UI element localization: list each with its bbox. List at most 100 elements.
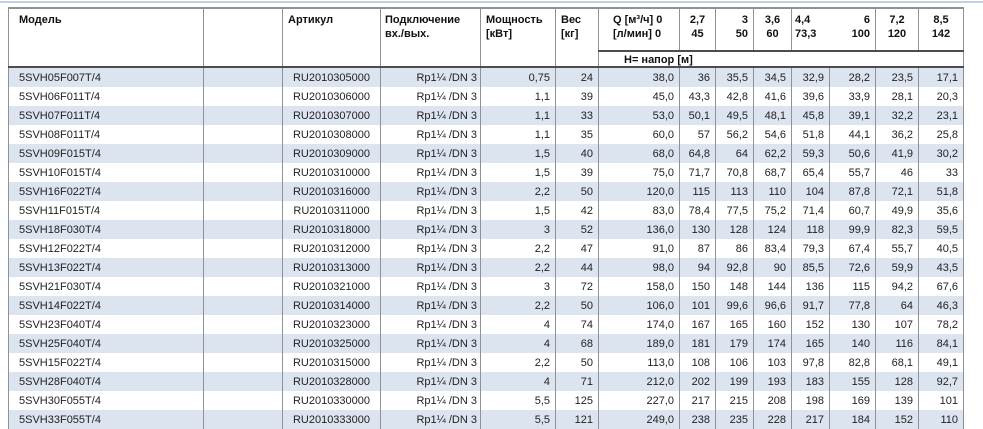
head-cell: 43,5 bbox=[918, 258, 964, 277]
head-cell: 55,7 bbox=[829, 163, 876, 182]
model-cell: 5SVH18F030T/4 bbox=[8, 220, 204, 239]
spacer-cell bbox=[203, 67, 283, 87]
power-cell: 2,2 bbox=[480, 258, 556, 277]
article-cell: RU2010313000 bbox=[282, 258, 381, 277]
head-cell: 152 bbox=[791, 315, 830, 334]
head-cell: 198 bbox=[791, 391, 830, 410]
head-cell: 184 bbox=[829, 410, 876, 429]
q-header-line1: Q [м³/ч] 0 bbox=[613, 14, 663, 26]
flow-lmin: 142 bbox=[931, 28, 951, 40]
power-cell: 1,5 bbox=[480, 163, 556, 182]
power-header-line1: Мощность bbox=[486, 14, 543, 26]
head-cell: 45,8 bbox=[791, 106, 830, 125]
head-cell: 77,8 bbox=[829, 296, 876, 315]
power-cell: 3 bbox=[480, 220, 556, 239]
head-cell: 77,5 bbox=[715, 201, 754, 220]
head-cell: 28,2 bbox=[829, 67, 876, 87]
head-cell: 71,4 bbox=[791, 201, 830, 220]
pump-spec-table: Модель Артикул Подключение вх./вых. Мощн… bbox=[8, 7, 964, 429]
table-row: 5SVH25F040T/4 RU2010325000 Rp1¼ /DN 3 4 … bbox=[8, 334, 964, 353]
table-row: 5SVH11F015T/4 RU2010311000 Rp1¼ /DN 3 1,… bbox=[8, 201, 964, 220]
head-cell: 57 bbox=[679, 125, 716, 144]
connection-header-line1: Подключение bbox=[385, 14, 461, 26]
head-cell: 160 bbox=[753, 315, 792, 334]
flow-m3h: 3,6 bbox=[764, 14, 781, 26]
spacer-cell bbox=[203, 163, 283, 182]
head-cell: 50,6 bbox=[829, 144, 876, 163]
model-cell: 5SVH16F022T/4 bbox=[8, 182, 204, 201]
head-cell: 28,1 bbox=[875, 87, 919, 106]
spacer-cell bbox=[203, 201, 283, 220]
weight-cell: 33 bbox=[555, 106, 599, 125]
head-cell: 94 bbox=[679, 258, 716, 277]
weight-header-line1: Вес bbox=[561, 14, 582, 26]
article-cell: RU2010310000 bbox=[282, 163, 381, 182]
head-cell: 181 bbox=[679, 334, 716, 353]
q-header-line2: [л/мин] 0 bbox=[613, 28, 662, 40]
spacer-cell bbox=[203, 239, 283, 258]
col-header-flow-5: 6 100 bbox=[829, 8, 876, 52]
head-q0-cell: 136,0 bbox=[598, 220, 680, 239]
head-cell: 90 bbox=[753, 258, 792, 277]
head-cell: 94,2 bbox=[875, 277, 919, 296]
model-cell: 5SVH05F007T/4 bbox=[8, 67, 204, 87]
model-cell: 5SVH09F015T/4 bbox=[8, 144, 204, 163]
head-cell: 199 bbox=[715, 372, 754, 391]
head-cell: 193 bbox=[753, 372, 792, 391]
table-row: 5SVH10F015T/4 RU2010310000 Rp1¼ /DN 3 1,… bbox=[8, 163, 964, 182]
col-header-flow-1: 2,7 45 bbox=[679, 8, 716, 52]
col-header-flow-7: 8,5 142 bbox=[918, 8, 964, 52]
head-cell: 124 bbox=[753, 220, 792, 239]
table-body: 5SVH05F007T/4 RU2010305000 Rp1¼ /DN 3 0,… bbox=[8, 67, 964, 429]
table-row: 5SVH13F022T/4 RU2010313000 Rp1¼ /DN 3 2,… bbox=[8, 258, 964, 277]
spacer-cell bbox=[203, 106, 283, 125]
head-cell: 208 bbox=[753, 391, 792, 410]
weight-cell: 121 bbox=[555, 410, 599, 429]
head-cell: 202 bbox=[679, 372, 716, 391]
head-cell: 30,2 bbox=[918, 144, 964, 163]
head-cell: 96,6 bbox=[753, 296, 792, 315]
article-cell: RU2010316000 bbox=[282, 182, 381, 201]
flow-lmin: 120 bbox=[887, 28, 907, 40]
power-header-line2: [кВт] bbox=[486, 28, 513, 40]
article-cell: RU2010305000 bbox=[282, 67, 381, 87]
flow-m3h: 4,4 bbox=[795, 14, 811, 26]
head-cell: 55,7 bbox=[875, 239, 919, 258]
head-cell: 107 bbox=[875, 315, 919, 334]
model-cell: 5SVH10F015T/4 bbox=[8, 163, 204, 182]
head-q0-cell: 174,0 bbox=[598, 315, 680, 334]
table-row: 5SVH09F015T/4 RU2010309000 Rp1¼ /DN 3 1,… bbox=[8, 144, 964, 163]
head-cell: 78,2 bbox=[918, 315, 964, 334]
head-cell: 41,6 bbox=[753, 87, 792, 106]
head-cell: 97,8 bbox=[791, 353, 830, 372]
head-cell: 165 bbox=[715, 315, 754, 334]
head-cell: 150 bbox=[679, 277, 716, 296]
table-row: 5SVH33F055T/4 RU2010333000 Rp1¼ /DN 3 5,… bbox=[8, 410, 964, 429]
head-cell: 65,4 bbox=[791, 163, 830, 182]
power-cell: 2,2 bbox=[480, 239, 556, 258]
flow-lmin: 50 bbox=[735, 28, 748, 40]
head-q0-cell: 158,0 bbox=[598, 277, 680, 296]
connection-cell: Rp1¼ /DN 3 bbox=[380, 144, 481, 163]
head-cell: 68,1 bbox=[875, 353, 919, 372]
head-cell: 54,6 bbox=[753, 125, 792, 144]
head-cell: 49,5 bbox=[715, 106, 754, 125]
connection-cell: Rp1¼ /DN 3 bbox=[380, 220, 481, 239]
article-cell: RU2010315000 bbox=[282, 353, 381, 372]
head-cell: 169 bbox=[829, 391, 876, 410]
head-cell: 32,9 bbox=[791, 67, 830, 87]
table-row: 5SVH16F022T/4 RU2010316000 Rp1¼ /DN 3 2,… bbox=[8, 182, 964, 201]
power-cell: 1,1 bbox=[480, 87, 556, 106]
head-cell: 113 bbox=[715, 182, 754, 201]
head-q0-cell: 98,0 bbox=[598, 258, 680, 277]
model-cell: 5SVH28F040T/4 bbox=[8, 372, 204, 391]
model-cell: 5SVH21F030T/4 bbox=[8, 277, 204, 296]
head-cell: 110 bbox=[918, 410, 964, 429]
head-cell: 92,7 bbox=[918, 372, 964, 391]
head-cell: 33 bbox=[918, 163, 964, 182]
head-cell: 165 bbox=[791, 334, 830, 353]
spacer-cell bbox=[203, 334, 283, 353]
col-header-flow-4: 4,4 73,3 bbox=[791, 8, 830, 52]
weight-cell: 47 bbox=[555, 239, 599, 258]
col-header-spacer bbox=[203, 8, 283, 68]
